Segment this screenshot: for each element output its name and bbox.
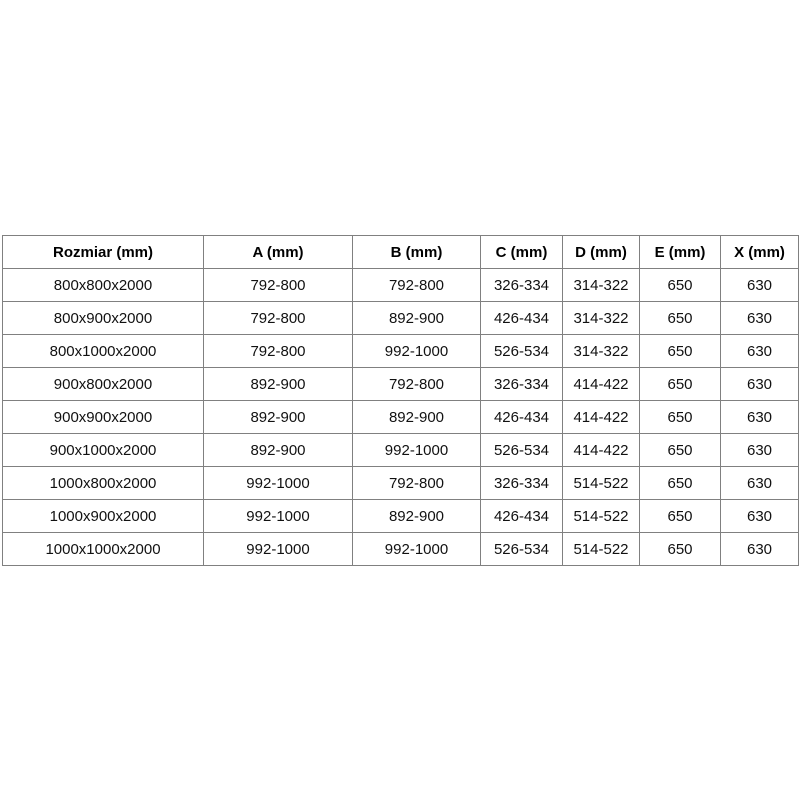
value-cell: 630: [720, 301, 799, 335]
size-cell: 900x900x2000: [2, 400, 204, 434]
value-cell: 630: [720, 268, 799, 302]
table-row: 900x1000x2000 892-900 992-1000 526-534 414-4…: [2, 433, 799, 467]
value-cell: 792-800: [203, 268, 353, 302]
value-cell: 792-800: [203, 301, 353, 335]
dimension-spec-table: Rozmiar (mm) A (mm) B (mm) C (mm) D (mm) E (m…: [2, 235, 799, 566]
table-row: 1000x800x2000 992-1000 792-800 326-334 514-5…: [2, 466, 799, 500]
value-cell: 630: [720, 367, 799, 401]
column-header: E (mm): [639, 235, 721, 269]
value-cell: 650: [639, 532, 721, 566]
value-cell: 650: [639, 268, 721, 302]
table-row: 800x900x2000 792-800 892-900 426-434 314-322…: [2, 301, 799, 335]
size-cell: 1000x800x2000: [2, 466, 204, 500]
value-cell: 992-1000: [203, 466, 353, 500]
column-header: D (mm): [562, 235, 640, 269]
value-cell: 426-434: [480, 301, 563, 335]
table-row: 1000x900x2000 992-1000 892-900 426-434 514-5…: [2, 499, 799, 533]
value-cell: 792-800: [352, 268, 481, 302]
value-cell: 792-800: [352, 466, 481, 500]
column-header: C (mm): [480, 235, 563, 269]
value-cell: 630: [720, 466, 799, 500]
value-cell: 650: [639, 499, 721, 533]
value-cell: 326-334: [480, 367, 563, 401]
value-cell: 650: [639, 433, 721, 467]
value-cell: 526-534: [480, 334, 563, 368]
value-cell: 892-900: [203, 367, 353, 401]
value-cell: 514-522: [562, 532, 640, 566]
value-cell: 792-800: [352, 367, 481, 401]
value-cell: 326-334: [480, 466, 563, 500]
value-cell: 630: [720, 499, 799, 533]
table-row: 1000x1000x2000 992-1000 992-1000 526-534 514…: [2, 532, 799, 566]
dimension-table-wrapper: Rozmiar (mm) A (mm) B (mm) C (mm) D (mm) E (m…: [2, 235, 799, 566]
value-cell: 514-522: [562, 499, 640, 533]
table-row: 900x800x2000 892-900 792-800 326-334 414-422…: [2, 367, 799, 401]
value-cell: 650: [639, 400, 721, 434]
value-cell: 414-422: [562, 400, 640, 434]
value-cell: 414-422: [562, 367, 640, 401]
value-cell: 650: [639, 466, 721, 500]
table-body: 800x800x2000 792-800 792-800 326-334 314-322…: [2, 268, 799, 566]
value-cell: 630: [720, 433, 799, 467]
value-cell: 514-522: [562, 466, 640, 500]
value-cell: 326-334: [480, 268, 563, 302]
value-cell: 892-900: [352, 301, 481, 335]
value-cell: 630: [720, 532, 799, 566]
value-cell: 650: [639, 301, 721, 335]
value-cell: 314-322: [562, 268, 640, 302]
table-row: 800x1000x2000 792-800 992-1000 526-534 314-3…: [2, 334, 799, 368]
size-cell: 1000x900x2000: [2, 499, 204, 533]
size-cell: 1000x1000x2000: [2, 532, 204, 566]
value-cell: 892-900: [352, 400, 481, 434]
value-cell: 650: [639, 334, 721, 368]
size-cell: 900x1000x2000: [2, 433, 204, 467]
column-header: B (mm): [352, 235, 481, 269]
value-cell: 992-1000: [203, 532, 353, 566]
value-cell: 992-1000: [352, 334, 481, 368]
size-cell: 800x800x2000: [2, 268, 204, 302]
table-row: 900x900x2000 892-900 892-900 426-434 414-422…: [2, 400, 799, 434]
value-cell: 526-534: [480, 532, 563, 566]
value-cell: 892-900: [352, 499, 481, 533]
size-cell: 800x1000x2000: [2, 334, 204, 368]
column-header: X (mm): [720, 235, 799, 269]
value-cell: 630: [720, 334, 799, 368]
column-header: Rozmiar (mm): [2, 235, 204, 269]
value-cell: 314-322: [562, 334, 640, 368]
table-row: 800x800x2000 792-800 792-800 326-334 314-322…: [2, 268, 799, 302]
value-cell: 892-900: [203, 400, 353, 434]
value-cell: 992-1000: [352, 433, 481, 467]
size-cell: 900x800x2000: [2, 367, 204, 401]
size-cell: 800x900x2000: [2, 301, 204, 335]
value-cell: 630: [720, 400, 799, 434]
value-cell: 992-1000: [352, 532, 481, 566]
value-cell: 426-434: [480, 499, 563, 533]
value-cell: 792-800: [203, 334, 353, 368]
column-header: A (mm): [203, 235, 353, 269]
value-cell: 650: [639, 367, 721, 401]
value-cell: 426-434: [480, 400, 563, 434]
header-row: Rozmiar (mm) A (mm) B (mm) C (mm) D (mm) E (m…: [2, 235, 799, 269]
value-cell: 992-1000: [203, 499, 353, 533]
table-header: Rozmiar (mm) A (mm) B (mm) C (mm) D (mm) E (m…: [2, 235, 799, 269]
value-cell: 892-900: [203, 433, 353, 467]
value-cell: 314-322: [562, 301, 640, 335]
value-cell: 526-534: [480, 433, 563, 467]
value-cell: 414-422: [562, 433, 640, 467]
